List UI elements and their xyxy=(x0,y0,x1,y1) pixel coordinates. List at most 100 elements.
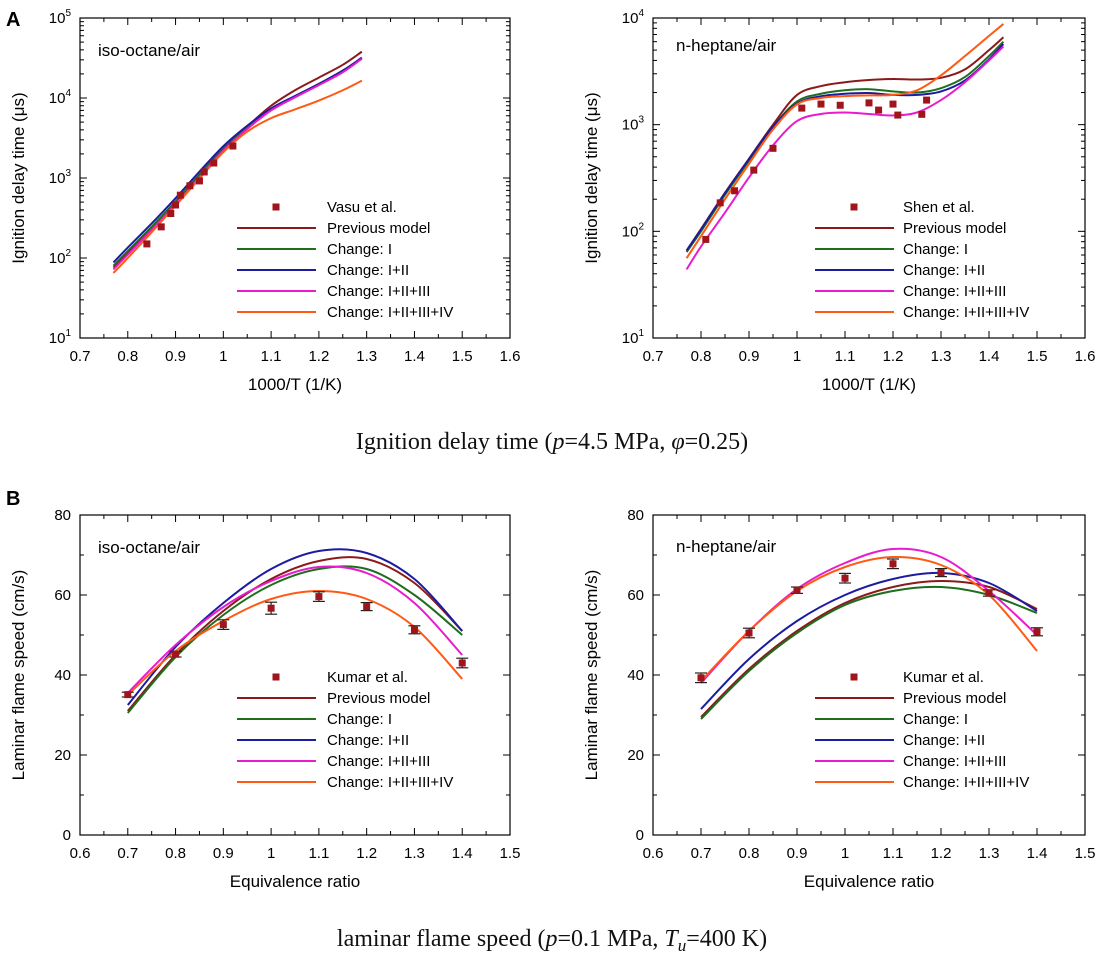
legend-label: Change: I xyxy=(903,241,968,258)
x-tick-label: 0.8 xyxy=(165,845,186,862)
series-line-change-i-ii-iii xyxy=(127,565,463,694)
y-tick-label: 20 xyxy=(627,747,644,764)
y-tick-exponent: 4 xyxy=(65,88,71,99)
x-tick-label: 1.3 xyxy=(931,348,952,365)
legend-label: Change: I xyxy=(903,711,968,728)
x-tick-label: 1.4 xyxy=(1027,845,1048,862)
y-tick-base: 10 xyxy=(622,223,639,240)
x-tick-label: 1.6 xyxy=(500,348,521,365)
x-tick-label: 1.5 xyxy=(1075,845,1096,862)
caption-b-post: =400 K) xyxy=(686,926,767,952)
data-point xyxy=(157,223,165,231)
data-point xyxy=(176,191,184,199)
data-point xyxy=(315,593,323,601)
panel-label-b: B xyxy=(6,488,20,510)
y-tick-label: 80 xyxy=(54,507,71,524)
data-point xyxy=(172,650,180,658)
x-tick-label: 0.8 xyxy=(117,348,138,365)
chart-title: iso-octane/air xyxy=(98,41,200,60)
chart-4: 0.6 0.7 0.8 0.9 1 1.1 1.2 1.3 1.4 1.5 0 20 40 60 80 Kum… xyxy=(582,507,1095,891)
x-tick-label: 1.1 xyxy=(261,348,282,365)
chart-3: 0.6 0.7 0.8 0.9 1 1.1 1.2 1.3 1.4 1.5 0 20 40 60 80 Kum… xyxy=(9,507,520,891)
plot-frame xyxy=(79,17,511,339)
data-point xyxy=(793,586,801,594)
legend-label: Change: I xyxy=(327,711,392,728)
plot-frame xyxy=(79,514,511,836)
plot-frame xyxy=(652,514,1086,836)
legend-marker xyxy=(850,673,858,681)
data-point xyxy=(219,621,227,629)
y-tick-label: 104 xyxy=(622,8,645,27)
legend-label: Change: I+II xyxy=(327,732,409,749)
caption-b-var2: T xyxy=(664,926,679,952)
x-tick-label: 0.7 xyxy=(117,845,138,862)
x-tick-label: 1.2 xyxy=(931,845,952,862)
y-tick-exponent: 3 xyxy=(65,168,71,179)
data-point xyxy=(210,159,218,167)
data-point xyxy=(200,168,208,176)
legend-marker xyxy=(272,203,280,211)
caption-a-var2: φ xyxy=(671,429,684,455)
y-tick-label: 0 xyxy=(636,827,644,844)
y-tick-label: 40 xyxy=(54,667,71,684)
y-axis-label: Ignition delay time (μs) xyxy=(582,92,601,263)
legend-label: Shen et al. xyxy=(903,199,975,216)
series-line-change-i-ii xyxy=(700,571,1038,710)
y-tick-label: 0 xyxy=(63,827,71,844)
data-point xyxy=(798,104,806,112)
y-tick-base: 10 xyxy=(622,330,639,347)
x-tick-label: 1.3 xyxy=(356,348,377,365)
x-tick-label: 0.6 xyxy=(643,845,664,862)
chart-2: 0.7 0.8 0.9 1 1.1 1.2 1.3 1.4 1.5 1.6101102103104… xyxy=(582,8,1095,394)
x-tick-label: 0.7 xyxy=(643,348,664,365)
legend-label: Change: I+II+III xyxy=(903,283,1006,300)
series-line-change-i-ii xyxy=(685,43,1005,252)
data-point xyxy=(267,604,275,612)
data-point xyxy=(195,177,203,185)
data-point xyxy=(124,691,132,699)
x-tick-label: 1.2 xyxy=(308,348,329,365)
x-tick-label: 0.9 xyxy=(739,348,760,365)
legend-label: Kumar et al. xyxy=(903,669,984,686)
y-tick-exponent: 5 xyxy=(65,8,71,19)
caption-b-mid: =0.1 MPa, xyxy=(557,926,664,952)
x-tick-label: 0.8 xyxy=(691,348,712,365)
y-tick-exponent: 3 xyxy=(638,115,644,126)
series-line-previous-model xyxy=(685,36,1005,252)
legend-label: Change: I+II+III+IV xyxy=(903,774,1029,791)
data-point xyxy=(769,144,777,152)
x-tick-label: 0.9 xyxy=(787,845,808,862)
data-point xyxy=(172,201,180,209)
data-point xyxy=(167,209,175,217)
legend-label: Previous model xyxy=(327,220,430,237)
y-tick-label: 102 xyxy=(622,221,645,240)
data-point xyxy=(229,142,237,150)
x-tick-label: 1.5 xyxy=(1027,348,1048,365)
data-point xyxy=(731,187,739,195)
legend: Shen et al. Previous model Change: I Change… xyxy=(815,199,1029,321)
data-point xyxy=(1033,628,1041,636)
data-point xyxy=(889,560,897,568)
data-point xyxy=(865,99,873,107)
data-point xyxy=(875,106,883,114)
legend: Kumar et al. Previous model Change: I Chang… xyxy=(815,669,1029,791)
legend-label: Change: I+II xyxy=(903,732,985,749)
legend-label: Previous model xyxy=(903,220,1006,237)
caption-ignition: Ignition delay time (p=4.5 MPa, φ=0.25) xyxy=(356,429,748,455)
data-point xyxy=(894,111,902,119)
data-point xyxy=(841,574,849,582)
x-tick-label: 1.1 xyxy=(308,845,329,862)
y-axis-label: Ignition delay time (μs) xyxy=(9,92,28,263)
y-tick-base: 10 xyxy=(622,10,639,27)
series-line-change-i-ii xyxy=(127,548,463,706)
panel-label-a: A xyxy=(6,9,20,31)
legend-marker xyxy=(272,673,280,681)
legend-marker xyxy=(850,203,858,211)
x-axis-label: Equivalence ratio xyxy=(230,872,360,891)
x-tick-label: 1.2 xyxy=(356,845,377,862)
series-line-previous-model xyxy=(112,50,363,269)
chart-title: iso-octane/air xyxy=(98,538,200,557)
y-tick-exponent: 1 xyxy=(638,328,644,339)
x-axis-label: 1000/T (1/K) xyxy=(822,375,916,394)
